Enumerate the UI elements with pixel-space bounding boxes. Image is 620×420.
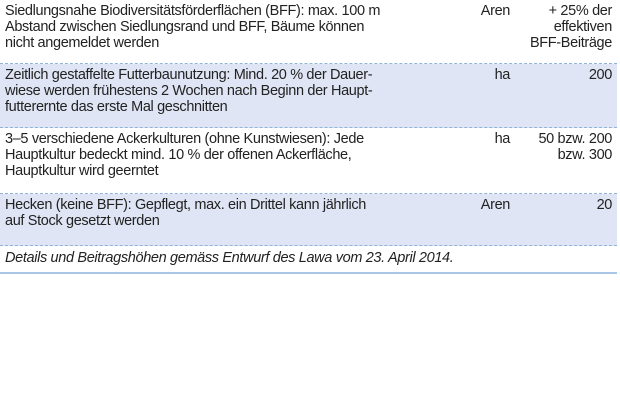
amount-line: BFF-Beiträge: [529, 35, 612, 51]
unit-cell: ha: [494, 131, 511, 147]
description-line: Siedlungsnahe Biodiversitätsförderfläche…: [5, 3, 381, 19]
amount-cell: 20: [596, 197, 613, 213]
unit-cell: ha: [494, 67, 511, 83]
footnote: Details und Beitragshöhen gemäss Entwurf…: [5, 250, 454, 266]
amount-line: bzw. 300: [557, 147, 613, 163]
description-cell: Zeitlich gestaffelte Futterbaunutzung: M…: [5, 67, 455, 115]
unit-cell: Aren: [480, 3, 511, 19]
description-line: wiese werden frühestens 2 Wochen nach Be…: [5, 83, 373, 99]
description-cell: Hecken (keine BFF): Gepflegt, max. ein D…: [5, 197, 455, 229]
description-line: auf Stock gesetzt werden: [5, 213, 160, 229]
description-line: Abstand zwischen Siedlungsrand und BFF, …: [5, 19, 365, 35]
table-row: Zeitlich gestaffelte Futterbaunutzung: M…: [0, 64, 617, 128]
amount-line: 200: [588, 67, 613, 83]
description-line: nicht angemeldet werden: [5, 35, 159, 51]
amount-line: + 25% der: [548, 3, 613, 19]
description-line: Hauptkultur wird geerntet: [5, 163, 159, 179]
description-cell: Siedlungsnahe Biodiversitätsförderfläche…: [5, 3, 455, 51]
table-row: Hecken (keine BFF): Gepflegt, max. ein D…: [0, 194, 617, 246]
amount-line: effektiven: [553, 19, 613, 35]
description-line: 3–5 verschiedene Ackerkulturen (ohne Kun…: [5, 131, 364, 147]
bottom-rule: [0, 272, 617, 274]
amount-line: 20: [596, 197, 613, 213]
description-line: Hecken (keine BFF): Gepflegt, max. ein D…: [5, 197, 366, 213]
amount-cell: + 25% der effektiven BFF-Beiträge: [530, 3, 612, 51]
description-line: Zeitlich gestaffelte Futterbaunutzung: M…: [5, 67, 373, 83]
description-line: Hauptkultur bedeckt mind. 10 % der offen…: [5, 147, 352, 163]
amount-cell: 200: [588, 67, 613, 83]
amount-cell: 50 bzw. 200 bzw. 300: [538, 131, 612, 163]
amount-line: 50 bzw. 200: [538, 131, 612, 147]
description-cell: 3–5 verschiedene Ackerkulturen (ohne Kun…: [5, 131, 455, 179]
description-line: futterernte das erste Mal geschnitten: [5, 99, 228, 115]
unit-cell: Aren: [480, 197, 511, 213]
table-row: Siedlungsnahe Biodiversitätsförderfläche…: [0, 0, 617, 64]
table-row: 3–5 verschiedene Ackerkulturen (ohne Kun…: [0, 128, 617, 194]
